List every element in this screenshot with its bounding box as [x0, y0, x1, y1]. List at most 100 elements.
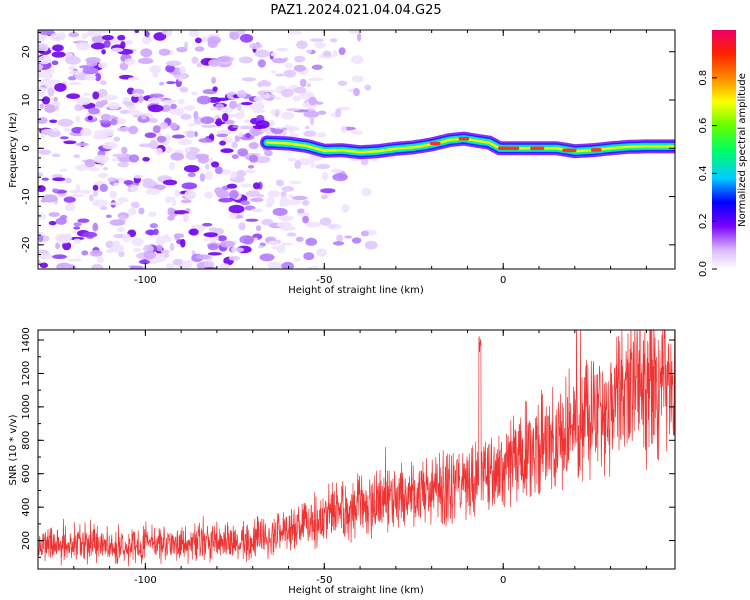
- heatmap-cell: [208, 59, 221, 68]
- heatmap-cell: [38, 116, 48, 124]
- heatmap-cell: [294, 55, 306, 63]
- heatmap-cell: [317, 110, 327, 115]
- heatmap-cell: [92, 134, 109, 140]
- heatmap-cell: [93, 154, 110, 164]
- heatmap-cell: [219, 263, 230, 269]
- heatmap-cell: [240, 183, 253, 188]
- heatmap-cell: [141, 115, 147, 120]
- heatmap-cell: [293, 86, 307, 94]
- heatmap-cell: [327, 223, 342, 230]
- heatmap-cell: [288, 125, 295, 134]
- heatmap-cell: [302, 215, 309, 224]
- heatmap-cell: [214, 166, 223, 175]
- heatmap-cell: [137, 57, 154, 64]
- heatmap-cell: [228, 255, 240, 261]
- heatmap-cell: [180, 113, 192, 120]
- heatmap-cell: [219, 140, 227, 146]
- heatmap-cell: [276, 47, 289, 52]
- heatmap-cell: [272, 57, 287, 64]
- heatmap-cell: [276, 221, 292, 228]
- heatmap-cell: [165, 64, 175, 73]
- heatmap-cell: [174, 107, 185, 116]
- heatmap-cell: [187, 123, 197, 127]
- heatmap-cell: [217, 235, 227, 242]
- heatmap-cell: [180, 199, 192, 204]
- colorbar-label: Normalized spectral amplitude: [737, 73, 748, 227]
- heatmap-cell: [197, 155, 210, 164]
- heatmap-cell: [289, 133, 300, 138]
- heatmap-cell: [271, 128, 284, 135]
- heatmap-cell: [73, 226, 81, 230]
- heatmap-cell: [109, 244, 125, 253]
- heatmap-cell: [201, 36, 209, 43]
- heatmap-cell: [187, 172, 196, 177]
- heatmap-cell: [67, 76, 77, 81]
- heatmap-cell: [185, 148, 191, 153]
- heatmap-cell: [176, 46, 188, 53]
- heatmap-cell: [128, 154, 140, 163]
- heatmap-cell: [344, 235, 353, 239]
- heatmap-cell: [167, 215, 175, 221]
- heatmap-cell: [169, 243, 175, 251]
- heatmap-cell: [55, 217, 67, 225]
- heatmap-cell: [75, 142, 89, 147]
- heatmap-cell: [105, 214, 112, 218]
- heatmap-cell: [196, 95, 212, 105]
- colorbar-gradient: [712, 30, 736, 269]
- heatmap-cell: [272, 207, 288, 216]
- heatmap-cell: [38, 253, 53, 260]
- heatmap-cell: [129, 184, 139, 193]
- y-tick-label: -20: [21, 237, 32, 253]
- heatmap-cell: [252, 109, 266, 113]
- heatmap-cell: [239, 235, 255, 245]
- heatmap-cell: [335, 108, 342, 118]
- heatmap-cell: [249, 197, 264, 203]
- heatmap-cell: [245, 218, 259, 222]
- heatmap-cell: [181, 182, 198, 190]
- ridge-band: [265, 137, 675, 154]
- heatmap-cell: [89, 249, 103, 257]
- heatmap-cell: [218, 197, 234, 203]
- heatmap-cell: [177, 77, 184, 82]
- heatmap-cell: [322, 50, 332, 57]
- heatmap-cell: [49, 32, 64, 42]
- heatmap-cell: [259, 253, 275, 262]
- heatmap-cell: [303, 110, 320, 118]
- heatmap-cell: [71, 126, 84, 134]
- colorbar-tick-label: 0.8: [698, 70, 709, 86]
- heatmap-cell: [216, 56, 230, 62]
- heatmap-cell: [178, 139, 193, 146]
- heatmap-cell: [91, 116, 96, 120]
- heatmap-cell: [59, 168, 68, 172]
- x-tick-label: -50: [316, 275, 332, 286]
- heatmap-cell: [237, 148, 249, 157]
- heatmap-cell: [141, 35, 152, 45]
- heatmap-cell: [243, 169, 256, 174]
- heatmap-cell: [194, 37, 202, 44]
- heatmap-cell: [53, 96, 58, 102]
- heatmap-cell: [278, 215, 294, 221]
- heatmap-cell: [173, 210, 190, 215]
- heatmap-cell: [170, 103, 177, 110]
- heatmap-cell: [332, 241, 345, 246]
- heatmap-cell: [341, 203, 350, 213]
- heatmap-cell: [338, 47, 346, 55]
- heatmap-cell: [38, 43, 47, 52]
- heatmap-cell: [287, 157, 297, 162]
- heatmap-cell: [337, 106, 351, 111]
- heatmap-cell: [107, 177, 117, 182]
- heatmap-cell: [54, 233, 70, 242]
- heatmap-cell: [299, 91, 315, 100]
- heatmap-cell: [201, 222, 213, 227]
- heatmap-cell: [320, 188, 336, 194]
- heatmap-cell: [306, 49, 313, 54]
- heatmap-cell: [73, 222, 82, 227]
- heatmap-cell: [119, 109, 130, 115]
- heatmap-cell: [274, 110, 280, 118]
- heatmap-cell: [158, 48, 171, 56]
- heatmap-cell: [200, 116, 215, 124]
- heatmap-cell: [155, 147, 163, 156]
- heatmap-cell: [204, 191, 213, 199]
